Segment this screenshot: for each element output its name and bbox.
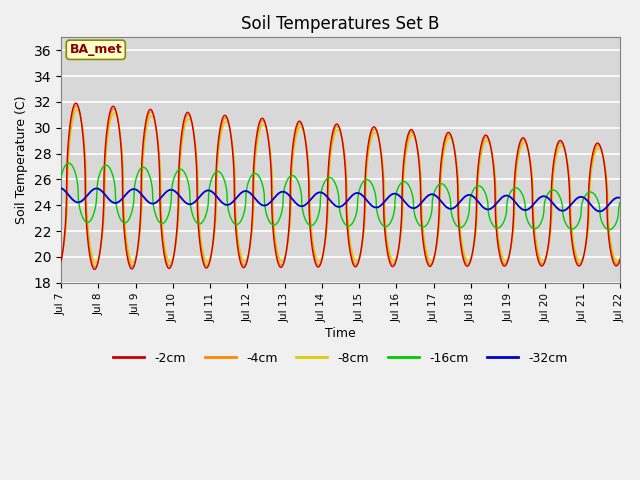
Text: BA_met: BA_met <box>69 43 122 56</box>
Y-axis label: Soil Temperature (C): Soil Temperature (C) <box>15 96 28 224</box>
X-axis label: Time: Time <box>325 327 356 340</box>
Title: Soil Temperatures Set B: Soil Temperatures Set B <box>241 15 440 33</box>
Legend: -2cm, -4cm, -8cm, -16cm, -32cm: -2cm, -4cm, -8cm, -16cm, -32cm <box>108 347 573 370</box>
